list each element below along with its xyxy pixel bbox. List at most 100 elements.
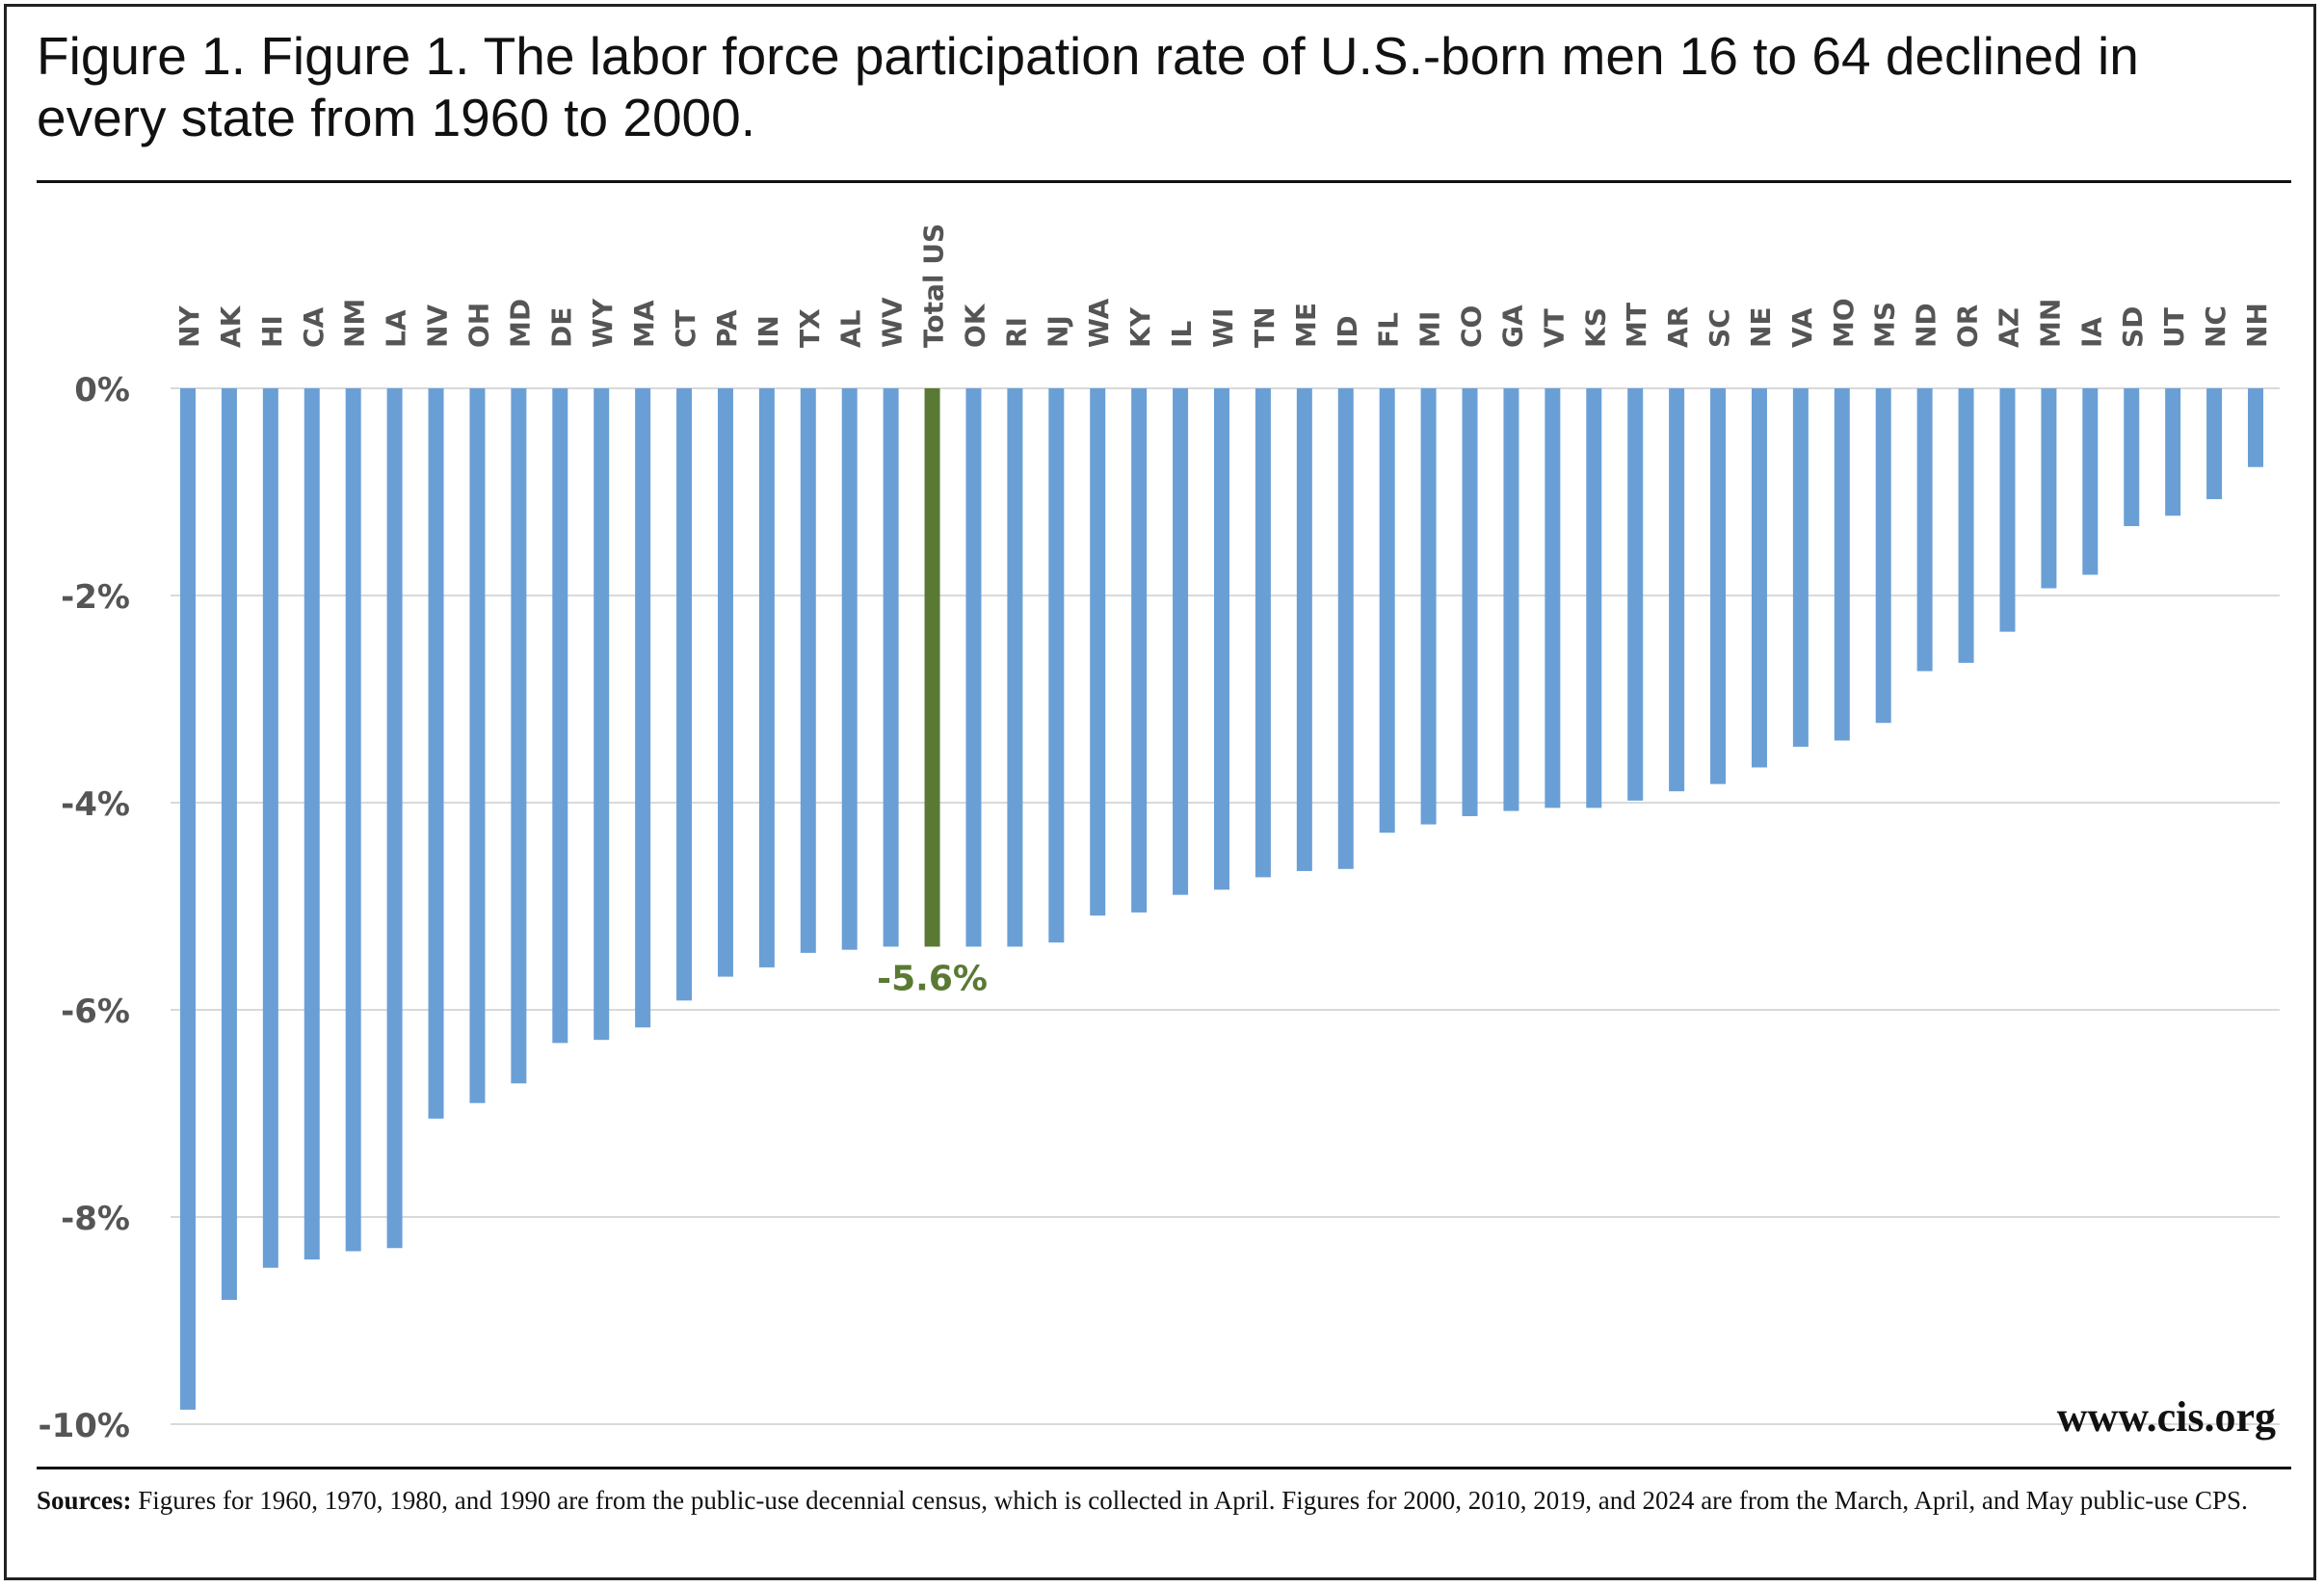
- x-tick-label: IL: [1166, 321, 1198, 348]
- x-tick-label: MO: [1828, 298, 1860, 348]
- x-tick-label: NM: [339, 299, 371, 348]
- figure-frame: [4, 4, 2316, 1580]
- bar-wv: [883, 388, 899, 947]
- brand-url: www.cis.org: [2056, 1393, 2276, 1441]
- bar-ky: [1131, 388, 1148, 913]
- y-tick-label: -6%: [61, 992, 130, 1031]
- x-tick-label: NY: [173, 305, 205, 348]
- bar-ri: [1007, 388, 1023, 947]
- x-tick-label: VA: [1786, 307, 1818, 348]
- bar-ct: [676, 388, 693, 1001]
- x-tick-label: MS: [1869, 302, 1901, 348]
- x-tick-label: NE: [1745, 306, 1777, 348]
- y-tick-label: 0%: [74, 371, 130, 410]
- bar-nd: [1916, 388, 1933, 672]
- bar-vt: [1545, 388, 1561, 808]
- x-tick-label: ME: [1290, 303, 1322, 348]
- x-tick-label: RI: [1000, 317, 1032, 348]
- x-tick-label: MT: [1621, 303, 1652, 348]
- bar-nv: [428, 388, 444, 1119]
- x-tick-label: PA: [711, 309, 743, 348]
- y-tick-label: -2%: [61, 578, 130, 617]
- title-divider: [37, 180, 2291, 183]
- bar-nh: [2248, 388, 2263, 467]
- bar-pa: [717, 388, 733, 977]
- bar-de: [552, 388, 568, 1044]
- bar-va: [1792, 388, 1809, 747]
- bar-ut: [2165, 388, 2181, 516]
- sources-divider: [37, 1467, 2291, 1469]
- bar-al: [841, 388, 858, 950]
- x-tick-label: KY: [1124, 306, 1156, 348]
- x-tick-label: MN: [2034, 299, 2066, 348]
- x-tick-label: OH: [462, 303, 494, 348]
- bar-mo: [1834, 388, 1850, 741]
- x-tick-label: NH: [2241, 303, 2273, 348]
- bar-ia: [2082, 388, 2099, 575]
- bar-mt: [1627, 388, 1644, 801]
- bar-ak: [221, 388, 237, 1300]
- y-tick-label: -4%: [61, 785, 130, 824]
- x-tick-label: VT: [1538, 308, 1570, 348]
- x-tick-label: OK: [959, 303, 990, 348]
- x-tick-label: WI: [1207, 308, 1239, 348]
- bar-wy: [594, 388, 610, 1041]
- bar-nm: [345, 388, 361, 1252]
- x-tick-label: FL: [1373, 312, 1405, 348]
- x-tick-label: AK: [215, 304, 247, 348]
- bar-hi: [262, 388, 278, 1268]
- bar-ms: [1875, 388, 1891, 724]
- bar-ne: [1751, 388, 1767, 768]
- bar-ga: [1503, 388, 1519, 811]
- x-tick-label: NJ: [1042, 315, 1073, 348]
- x-tick-label: MD: [504, 299, 536, 348]
- figure-title: Figure 1. Figure 1. The labor force part…: [37, 26, 2139, 147]
- x-tick-label: AR: [1662, 306, 1694, 348]
- bar-mn: [2041, 388, 2057, 589]
- y-tick-label: -8%: [61, 1200, 130, 1238]
- bar-sc: [1710, 388, 1727, 784]
- sources-label: Sources:: [37, 1486, 132, 1515]
- x-tick-label: TX: [794, 308, 826, 348]
- bar-or: [1958, 388, 1974, 663]
- x-tick-label: NV: [422, 304, 454, 348]
- bar-ca: [304, 388, 320, 1260]
- x-tick-label: DE: [545, 307, 577, 348]
- bar-il: [1173, 388, 1189, 895]
- x-tick-label: AZ: [1993, 307, 2024, 348]
- x-tick-label: WY: [587, 298, 619, 348]
- bar-az: [1999, 388, 2016, 632]
- bar-tn: [1254, 388, 1271, 878]
- bar-ny: [180, 388, 196, 1410]
- x-tick-label: NC: [2200, 305, 2232, 348]
- bar-nc: [2206, 388, 2223, 500]
- x-tick-label: IN: [753, 315, 784, 348]
- bar-wa: [1090, 388, 1106, 916]
- x-tick-label: CO: [1456, 305, 1488, 348]
- bar-id: [1337, 388, 1354, 869]
- sources-text: Figures for 1960, 1970, 1980, and 1990 a…: [138, 1486, 2248, 1515]
- data-label: -5.6%: [877, 959, 988, 998]
- bar-ma: [635, 388, 651, 1028]
- x-tick-label: Total US: [918, 224, 950, 348]
- bar-nj: [1048, 388, 1065, 943]
- x-tick-label: MI: [1414, 311, 1446, 348]
- x-tick-label: GA: [1496, 304, 1528, 348]
- y-tick-label: -10%: [39, 1407, 131, 1445]
- x-tick-label: ND: [1911, 303, 1942, 348]
- x-tick-label: SD: [2117, 306, 2149, 348]
- bar-co: [1462, 388, 1478, 816]
- x-tick-label: IA: [2075, 317, 2107, 348]
- bar-in: [758, 388, 775, 967]
- bar-md: [511, 388, 527, 1084]
- bar-fl: [1379, 388, 1395, 834]
- bar-tx: [800, 388, 816, 953]
- bar-oh: [469, 388, 486, 1103]
- x-tick-label: CT: [670, 309, 701, 348]
- bar-ok: [965, 388, 982, 947]
- bar-wi: [1214, 388, 1229, 890]
- bar-la: [386, 388, 403, 1249]
- x-tick-label: TN: [1249, 306, 1281, 348]
- sources-note: Sources: Figures for 1960, 1970, 1980, a…: [37, 1482, 2291, 1519]
